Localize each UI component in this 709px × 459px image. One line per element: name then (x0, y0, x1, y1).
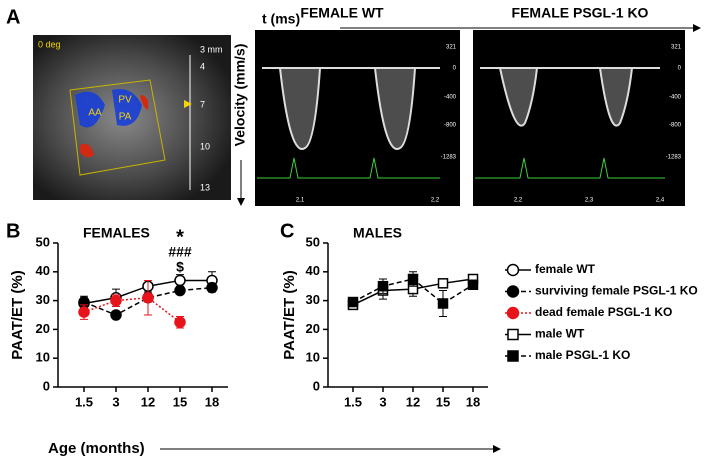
depth-marker (184, 100, 192, 108)
velocity-tick: 321 (671, 45, 682, 51)
velocity-tick: 0 (678, 66, 682, 72)
y-tick-label: 50 (306, 234, 320, 249)
x-tick-label: 3 (112, 394, 119, 409)
panel-label: B (6, 220, 20, 242)
annotation: * (176, 226, 184, 248)
velocity-tick: -1283 (441, 155, 457, 161)
data-point (407, 273, 419, 285)
x-tick-label: 18 (205, 394, 219, 409)
time-tick: 2,4 (656, 198, 665, 204)
legend-marker (507, 328, 519, 341)
legend-marker (506, 306, 520, 320)
y-tick-label: 40 (306, 263, 320, 278)
x-axis-label: Age (months) (48, 440, 145, 457)
y-axis-label: PAAT/ET (%) (281, 270, 298, 359)
series-line (83, 296, 181, 323)
velocity-tick: 0 (453, 66, 457, 72)
annotation: ### (168, 244, 192, 260)
depth-tick: 4 (200, 61, 205, 71)
x-tick-label: 3 (379, 394, 386, 409)
data-point (467, 279, 479, 291)
time-axis-label: t (ms) (262, 11, 300, 27)
doppler-title: FEMALE WT (300, 5, 384, 21)
legend-label: male PSGL-1 KO (535, 348, 630, 362)
x-tick-label: 12 (141, 394, 155, 409)
depth-tick: 13 (200, 182, 210, 192)
data-point (110, 309, 122, 321)
depth-unit: 3 mm (200, 44, 223, 54)
ecg-trace (475, 157, 665, 179)
depth-tick: 7 (200, 99, 205, 109)
y-tick-label: 20 (36, 321, 50, 336)
y-tick-label: 10 (36, 350, 50, 365)
y-tick-label: 20 (306, 321, 320, 336)
y-tick-label: 10 (306, 350, 320, 365)
x-tick-label: 18 (466, 394, 480, 409)
doppler-image (473, 30, 685, 206)
panel-label: C (280, 220, 294, 242)
data-point (437, 298, 449, 309)
velocity-tick: 321 (446, 45, 457, 51)
time-tick: 2,2 (514, 198, 523, 204)
chart-title: FEMALES (83, 225, 150, 241)
doppler-title: FEMALE PSGL-1 KO (512, 5, 649, 21)
data-point (174, 284, 186, 297)
legend-label: female WT (535, 262, 596, 276)
y-tick-label: 30 (36, 292, 50, 307)
time-tick: 2,2 (431, 198, 440, 204)
y-tick-label: 40 (36, 263, 50, 278)
echo-box (69, 79, 166, 176)
time-tick: 2,3 (585, 198, 594, 204)
x-tick-label: 15 (173, 394, 187, 409)
velocity-tick: -400 (669, 95, 682, 101)
legend-label: dead female PSGL-1 KO (535, 305, 672, 319)
depth-tick: 10 (200, 141, 210, 151)
velocity-axis-label: Velocity (mm/s) (232, 44, 248, 147)
data-point (377, 280, 389, 292)
echo-angle: 0 deg (38, 39, 61, 49)
velocity-tick: -800 (669, 123, 682, 129)
echo-structure: PA (119, 112, 132, 123)
x-tick-label: 1.5 (344, 394, 362, 409)
velocity-tick: -800 (444, 123, 457, 129)
data-point (347, 296, 359, 308)
legend-marker (506, 263, 520, 277)
velocity-tick: -1283 (666, 155, 682, 161)
legend-label: surviving female PSGL-1 KO (535, 284, 698, 298)
doppler-image (255, 30, 460, 206)
legend-label: male WT (535, 327, 585, 341)
x-tick-label: 1.5 (75, 394, 93, 409)
data-point (110, 294, 122, 307)
echo-flow (80, 95, 149, 158)
legend-marker (507, 350, 519, 362)
echo-flow (75, 89, 142, 128)
data-point (206, 281, 218, 294)
echo-structure: PV (118, 95, 132, 106)
data-point (437, 278, 449, 289)
series-line (83, 286, 213, 316)
ecg-trace (257, 157, 440, 179)
doppler-trace (480, 67, 660, 127)
chart-title: MALES (353, 225, 402, 241)
x-tick-label: 15 (436, 394, 450, 409)
doppler-trace (262, 67, 440, 150)
y-tick-label: 0 (313, 378, 320, 393)
y-tick-label: 30 (306, 292, 320, 307)
data-point (174, 274, 186, 287)
data-point (174, 316, 186, 328)
data-point (78, 306, 90, 318)
y-tick-label: 50 (36, 234, 50, 249)
panel-label: A (6, 6, 20, 28)
velocity-tick: -400 (444, 95, 457, 101)
annotation: $ (176, 259, 184, 275)
y-axis-label: PAAT/ET (%) (9, 270, 26, 359)
data-point (142, 291, 154, 304)
legend-marker (506, 285, 520, 298)
echo-structure: AA (88, 108, 102, 119)
time-tick: 2,1 (296, 198, 305, 204)
x-tick-label: 12 (406, 394, 420, 409)
y-tick-label: 0 (43, 378, 50, 393)
